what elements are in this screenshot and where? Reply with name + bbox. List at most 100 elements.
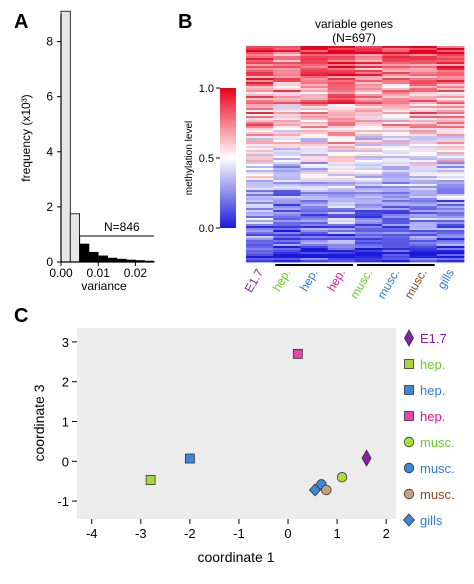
heatmap-cell (273, 234, 301, 237)
heatmap-cell (382, 260, 410, 263)
heatmap-cell (300, 130, 329, 133)
heatmap-cell (382, 122, 410, 125)
heatmap-cell (273, 48, 301, 51)
heatmap-cell (382, 76, 410, 79)
histogram-bars (60, 10, 155, 263)
heatmap-cell (300, 216, 329, 219)
heatmap-cell (382, 46, 410, 49)
heatmap-cell (382, 194, 410, 197)
legend-marker (404, 329, 414, 347)
heatmap-cell (273, 194, 301, 197)
heatmap-cell (355, 84, 383, 87)
heatmap-cell (300, 242, 329, 245)
histogram-panel: 0 2 4 6 8 0.00 0.01 0.02 N=846 variance freque… (19, 10, 155, 293)
heatmap-cell (273, 106, 301, 109)
heatmap-cell (327, 220, 356, 223)
heatmap-cell (355, 260, 383, 263)
scatter-panel: -4 -3 -2 -1 0 1 2 -1 0 1 2 3 E1.7 hep. hep. hep. musc.… (31, 328, 455, 565)
heatmap-cell (436, 106, 465, 109)
heatmap-cell (436, 128, 465, 131)
heatmap-cell (327, 202, 356, 205)
heatmap-cell (246, 134, 274, 137)
histogram-y-ticks: 0 2 4 6 8 (46, 35, 61, 269)
heatmap-cell (273, 50, 301, 53)
histogram-x-tick-label: 0.00 (49, 266, 73, 280)
heatmap-cell (382, 250, 410, 253)
heatmap-cell (300, 86, 329, 89)
heatmap-cell (409, 130, 438, 133)
heatmap-cell (327, 258, 356, 261)
heatmap-cell (327, 96, 356, 99)
heatmap-cell (246, 70, 274, 73)
heatmap-cell (273, 108, 301, 111)
heatmap-cell (436, 162, 465, 165)
heatmap-cell (436, 172, 465, 175)
heatmap-cell (327, 64, 356, 67)
heatmap-cell (382, 140, 410, 143)
heatmap-cell (382, 58, 410, 61)
heatmap-cell (300, 148, 329, 151)
heatmap-cell (409, 258, 438, 261)
heatmap-cell (300, 64, 329, 67)
heatmap-cell (436, 232, 465, 235)
heatmap-cell (273, 232, 301, 235)
heatmap-cell (355, 50, 383, 53)
heatmap-cell (327, 74, 356, 77)
heatmap-cell (436, 242, 465, 245)
heatmap-cell (273, 172, 301, 175)
heatmap-cell (327, 170, 356, 173)
heatmap-cell (273, 70, 301, 73)
heatmap-cell (273, 206, 301, 209)
heatmap-cell (355, 52, 383, 55)
heatmap-cell (246, 52, 274, 55)
heatmap-cell (382, 116, 410, 119)
heatmap-cell (436, 176, 465, 179)
heatmap-cell (382, 162, 410, 165)
heatmap-cell (273, 46, 301, 49)
heatmap-cell (327, 228, 356, 231)
legend-marker (403, 488, 415, 500)
heatmap-cell (382, 188, 410, 191)
heatmap-cell (327, 164, 356, 167)
heatmap-cell (436, 156, 465, 159)
heatmap-cell (327, 134, 356, 137)
heatmap-cell (436, 122, 465, 125)
heatmap-cell (300, 198, 329, 201)
heatmap-cell (246, 152, 274, 155)
heatmap-cell (436, 248, 465, 251)
heatmap-cell (436, 114, 465, 117)
heatmap-cell (273, 102, 301, 105)
heatmap-cell (436, 82, 465, 85)
heatmap-cell (300, 102, 329, 105)
heatmap-cell (409, 234, 438, 237)
heatmap-cell (327, 122, 356, 125)
histogram-x-tick-label: 0.02 (124, 266, 148, 280)
heatmap-cell (327, 54, 356, 57)
heatmap-cell (436, 126, 465, 129)
heatmap-cell (355, 106, 383, 109)
heatmap-cell (355, 162, 383, 165)
heatmap-cell (246, 142, 274, 145)
heatmap-cell (273, 180, 301, 183)
heatmap-cell (273, 208, 301, 211)
heatmap-cell (436, 68, 465, 71)
heatmap-cell (327, 208, 356, 211)
heatmap-cell (273, 218, 301, 221)
heatmap-cell (409, 182, 438, 185)
heatmap-cell (436, 164, 465, 167)
heatmap-cell (327, 186, 356, 189)
heatmap-cell (436, 220, 465, 223)
heatmap-cell (436, 118, 465, 121)
heatmap-cell (273, 220, 301, 223)
heatmap-cell (246, 48, 274, 51)
heatmap-cell (273, 80, 301, 83)
heatmap-cell (300, 66, 329, 69)
heatmap-cell (409, 224, 438, 227)
heatmap-cell (246, 198, 274, 201)
heatmap-cell (327, 238, 356, 241)
heatmap-cell (409, 154, 438, 157)
heatmap-cell (273, 122, 301, 125)
heatmap-cell (409, 118, 438, 121)
heatmap-cell (355, 100, 383, 103)
